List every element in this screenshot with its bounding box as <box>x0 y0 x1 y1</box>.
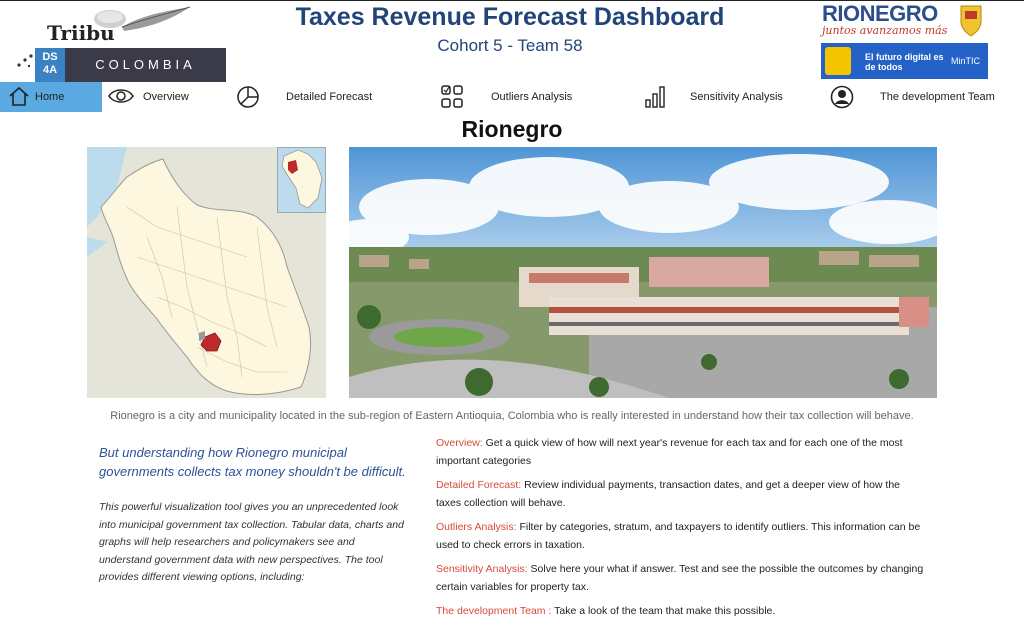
feature-name: Outliers Analysis: <box>436 521 517 533</box>
rionegro-photo <box>349 147 937 398</box>
dots-icon <box>17 54 33 68</box>
nav-development-team[interactable]: The development Team <box>830 82 1000 112</box>
nav-overview[interactable]: Overview <box>108 82 208 112</box>
intro-lead: But understanding how Rionegro municipal… <box>99 445 406 479</box>
mintic-label: MinTIC <box>951 56 980 66</box>
nav-sensitivity-analysis[interactable]: Sensitivity Analysis <box>644 82 794 112</box>
colombia-inset-map <box>277 147 326 213</box>
nav-overview-label: Overview <box>143 91 189 103</box>
nav-home-label: Home <box>35 91 65 103</box>
pie-chart-icon <box>237 86 259 108</box>
feature-name: Detailed Forecast: <box>436 479 522 491</box>
intro-body: This powerful visualization tool gives y… <box>99 501 404 583</box>
feature-name: Sensitivity Analysis: <box>436 563 528 575</box>
tribu-wordmark: Triibu <box>47 21 115 45</box>
feature-text: Take a look of the team that make this p… <box>551 605 776 617</box>
home-icon <box>9 86 29 106</box>
feature-detailed-forecast: Detailed Forecast: Review individual pay… <box>436 476 926 512</box>
feature-development-team: The development Team : Take a look of th… <box>436 602 926 620</box>
nav-detailed-forecast[interactable]: Detailed Forecast <box>236 82 386 112</box>
nav-sensitivity-analysis-label: Sensitivity Analysis <box>690 91 783 103</box>
nav-outliers-analysis-label: Outliers Analysis <box>491 91 573 103</box>
city-caption: Rionegro is a city and municipality loca… <box>110 410 914 422</box>
ds4a-badge: DS 4A <box>35 48 65 82</box>
nav-development-team-label: The development Team <box>880 91 995 103</box>
feature-name: Overview: <box>436 437 483 449</box>
colombia-shield-icon <box>825 47 851 75</box>
feature-outliers-analysis: Outliers Analysis: Filter by categories,… <box>436 518 926 554</box>
nav-detailed-forecast-label: Detailed Forecast <box>286 91 373 103</box>
page-subtitle: Cohort 5 - Team 58 <box>437 36 583 55</box>
rionegro-photo-graphic <box>349 147 937 398</box>
colombia-inset-graphic <box>281 149 323 209</box>
user-icon <box>830 85 854 109</box>
feature-text: Solve here your what if answer. Test and… <box>436 563 924 593</box>
eye-icon <box>108 89 134 103</box>
page-title: Taxes Revenue Forecast Dashboard <box>295 3 725 31</box>
feature-list: Overview: Get a quick view of how will n… <box>436 434 926 626</box>
city-title: Rionegro <box>461 116 563 142</box>
rionegro-tagline: juntos avanzamos más <box>822 24 948 37</box>
top-border <box>0 0 1024 1</box>
feature-text: Get a quick view of how will next year's… <box>436 437 903 467</box>
bar-chart-icon <box>645 86 665 108</box>
svg-text:.: . <box>971 31 972 35</box>
mintic-slogan: El futuro digital es de todos <box>865 52 944 72</box>
crest-icon: . <box>960 5 982 37</box>
antioquia-map <box>87 147 326 398</box>
rionegro-wordmark: RIONEGRO <box>822 1 938 26</box>
feature-overview: Overview: Get a quick view of how will n… <box>436 434 926 470</box>
main-nav: Home Overview Detailed Forecast Outliers… <box>0 82 1024 114</box>
nav-outliers-analysis[interactable]: Outliers Analysis <box>440 82 590 112</box>
feature-text: Filter by categories, stratum, and taxpa… <box>436 521 921 551</box>
colombia-banner: COLOMBIA <box>65 48 226 82</box>
quill-icon <box>94 6 191 31</box>
feature-sensitivity-analysis: Sensitivity Analysis: Solve here your wh… <box>436 560 926 596</box>
grid-icon <box>441 85 463 108</box>
nav-home[interactable]: Home <box>0 82 102 112</box>
mintic-banner: El futuro digital es de todos MinTIC <box>821 43 988 79</box>
tribu-ds4a-logo: Triibu DS 4A COLOMBIA <box>0 1 230 83</box>
feature-text: Review individual payments, transaction … <box>436 479 901 509</box>
rionegro-logo: RIONEGRO juntos avanzamos más <box>822 1 952 41</box>
feature-name: The development Team : <box>436 605 552 617</box>
